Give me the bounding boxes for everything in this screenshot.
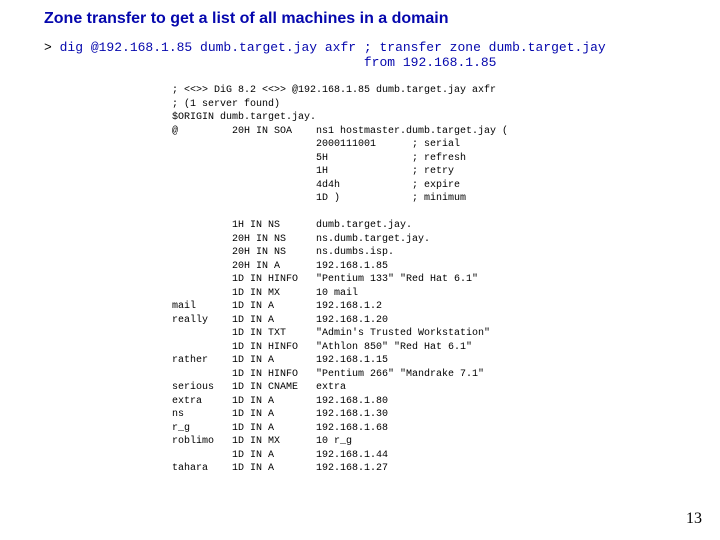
comment-1: ; transfer zone dumb.target.jay <box>364 40 606 55</box>
dig-command: dig @192.168.1.85 dumb.target.jay axfr <box>60 40 364 55</box>
comment-2: from 192.168.1.85 <box>44 55 496 70</box>
prompt-char: > <box>44 40 60 55</box>
command-line: > dig @192.168.1.85 dumb.target.jay axfr… <box>0 28 720 70</box>
page-number: 13 <box>686 510 702 528</box>
zone-output: ; <<>> DiG 8.2 <<>> @192.168.1.85 dumb.t… <box>0 70 720 476</box>
slide-title: Zone transfer to get a list of all machi… <box>0 0 720 28</box>
